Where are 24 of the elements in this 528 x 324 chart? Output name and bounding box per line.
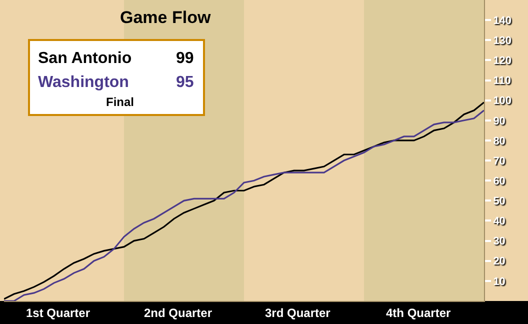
y-tick-label: 20 xyxy=(493,256,506,268)
text: 4th Quarter xyxy=(386,306,452,320)
y-tick-label: 130 xyxy=(493,34,512,47)
y-tick-label: 100 xyxy=(493,95,512,108)
y-tick-label: 70 xyxy=(493,155,506,168)
text: 2nd Quarter xyxy=(144,306,212,320)
text: 1st Quarter xyxy=(26,306,90,320)
text: 3rd Quarter xyxy=(265,306,331,320)
text: Washington xyxy=(38,74,129,91)
y-tick-label: 110 xyxy=(493,75,511,88)
y-tick-label: 40 xyxy=(493,216,506,228)
y-tick-label: 30 xyxy=(493,236,506,248)
text: Game Flow xyxy=(120,8,212,27)
y-tick-label: 10 xyxy=(493,276,506,288)
y-tick-label: 140 xyxy=(493,14,512,27)
y-tick-label: 50 xyxy=(493,196,506,208)
annotation: 99 xyxy=(176,50,194,67)
annotation: 95 xyxy=(176,74,194,91)
text: San Antonio xyxy=(38,50,132,67)
y-tick-label: 60 xyxy=(493,175,506,188)
y-tick-label: 120 xyxy=(493,55,512,68)
annotation: Final xyxy=(106,95,134,109)
y-tick-label: 80 xyxy=(493,135,506,148)
y-tick-label: 90 xyxy=(493,115,506,128)
